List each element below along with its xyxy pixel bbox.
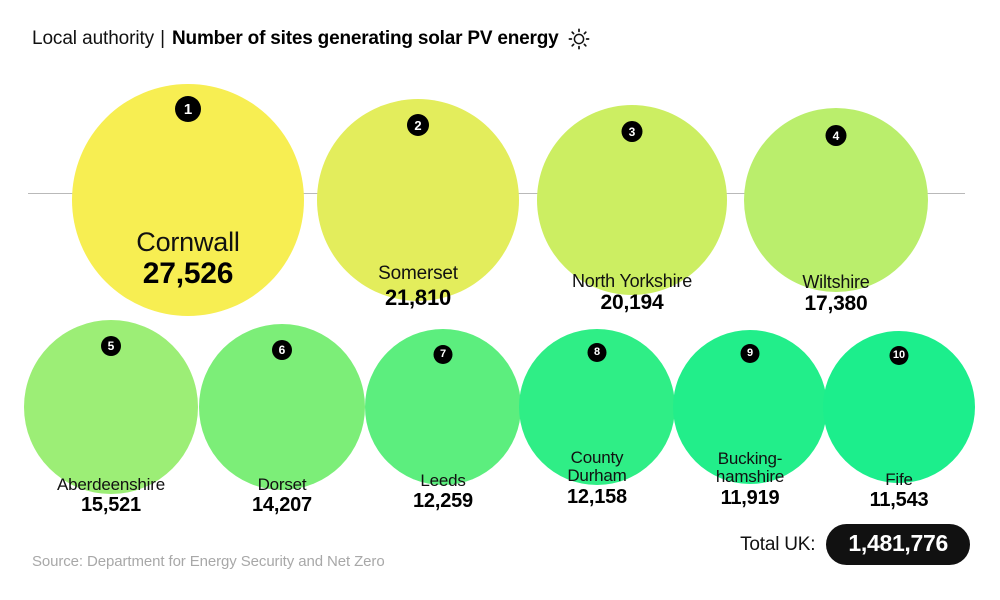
bubble-value: 11,543 (869, 489, 929, 512)
bubble-value: 12,259 (413, 490, 473, 513)
bubble-label-group: Leeds 12,259 (365, 471, 521, 513)
rank-badge: 1 (175, 96, 201, 122)
bubble-label-group: Dorset 14,207 (199, 475, 365, 517)
bubble-value: 14,207 (252, 494, 312, 517)
bubble-name: Durham (567, 466, 627, 486)
bubble-value: 17,380 (804, 292, 868, 316)
bubble-cornwall[interactable]: 1 Cornwall 27,526 (72, 84, 304, 316)
sun-icon (568, 28, 590, 50)
bubble-value: 12,158 (567, 485, 627, 508)
rank-badge: 9 (740, 344, 760, 363)
bubble-name: County (570, 448, 624, 467)
bubble-label-group: Wiltshire 17,380 (744, 272, 928, 316)
bubble-name: North Yorkshire (571, 271, 693, 291)
bubble-somerset[interactable]: 2 Somerset 21,810 (317, 99, 519, 309)
bubble-label-group: North Yorkshire 20,194 (537, 271, 727, 315)
bubble-name: Somerset (378, 263, 458, 284)
header-separator: | (160, 28, 166, 49)
bubble-dorset[interactable]: 6 Dorset 14,207 (199, 324, 365, 516)
bubble-leeds[interactable]: 7 Leeds 12,259 (365, 329, 521, 512)
bubble-name: Wiltshire (802, 272, 870, 292)
bubble-wiltshire[interactable]: 4 Wiltshire 17,380 (744, 108, 928, 315)
total-uk-label: Total UK: (740, 533, 816, 555)
bubble-fife[interactable]: 10 Fife 11,543 (823, 331, 975, 511)
bubble-name: Aberdeenshire (57, 475, 165, 494)
bubble-name: Bucking- (717, 449, 783, 468)
bubble-label-group: Fife 11,543 (823, 470, 975, 512)
total-uk-value: 1,481,776 (826, 524, 970, 566)
bubble-value: 21,810 (384, 284, 452, 310)
header-prefix: Local authority (32, 28, 155, 49)
bubble-label-group: Bucking-hamshire 11,919 (673, 449, 827, 509)
bubble-name: Fife (885, 470, 913, 489)
bubble-county-durham[interactable]: 8 County Durham 12,158 (519, 329, 675, 507)
rank-badge: 2 (407, 114, 429, 136)
rank-badge: 5 (101, 336, 121, 356)
bubble-north-yorkshire[interactable]: 3 North Yorkshire 20,194 (537, 105, 727, 314)
bubble-value: 11,919 (720, 486, 780, 509)
rank-badge: 8 (587, 343, 607, 362)
bubble-name: Dorset (257, 475, 307, 494)
page-title: Number of sites generating solar PV ener… (172, 28, 559, 49)
rank-badge: 7 (433, 345, 453, 364)
rank-badge: 10 (889, 346, 909, 365)
bubble-name: hamshire (715, 467, 785, 487)
bubble-label-group: Cornwall 27,526 (72, 227, 304, 291)
bubble-value: 27,526 (142, 257, 234, 291)
chart-header: Local authority | Number of sites genera… (32, 28, 590, 50)
total-uk-group: Total UK: 1,481,776 (740, 524, 970, 566)
bubble-name: Leeds (420, 471, 466, 490)
bubble-label-group: Somerset 21,810 (317, 263, 519, 310)
source-note: Source: Department for Energy Security a… (32, 553, 385, 570)
bubble-label-group: Aberdeenshire 15,521 (24, 475, 198, 517)
bubble-value: 20,194 (600, 291, 664, 315)
bubble-label-group: County Durham 12,158 (519, 448, 675, 508)
rank-badge: 3 (621, 121, 643, 142)
bubble-name: Cornwall (136, 227, 240, 257)
rank-badge: 6 (272, 340, 292, 360)
bubble-buckinghamshire[interactable]: 9 Bucking-hamshire 11,919 (673, 330, 827, 508)
bubble-aberdeenshire[interactable]: 5 Aberdeenshire 15,521 (24, 320, 198, 516)
rank-badge: 4 (825, 125, 847, 146)
bubble-value: 15,521 (81, 494, 141, 517)
